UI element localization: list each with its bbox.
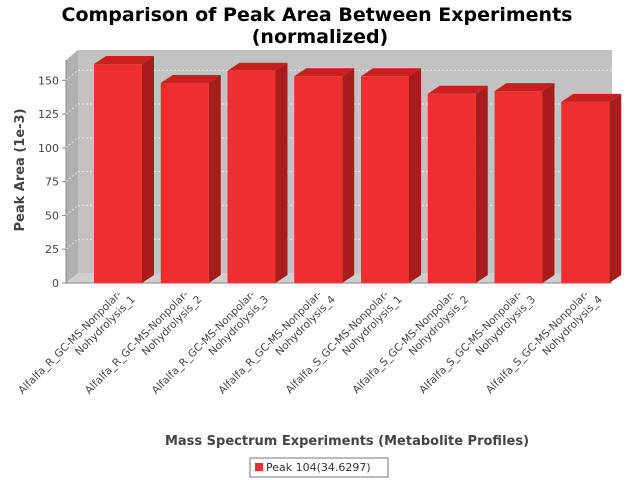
gridline-side [65,205,79,216]
gridline-side [65,171,79,183]
bar [94,64,142,284]
bar [494,91,543,284]
y-tick-label: 0 [52,277,59,290]
plot-area: 0 25 50 75 100 125 150 Alfalfa_R_GC-MS-Nonpolar… [16,50,622,405]
bar-top [494,83,555,92]
bar [294,76,343,283]
bar [561,101,610,283]
legend-box [249,457,389,478]
legend: Peak 104(34.6297) [249,457,389,478]
legend-label: Peak 104(34.6297) [266,461,371,474]
bar-side [342,68,355,283]
y-tick-label: 50 [45,209,59,222]
legend-swatch [255,463,263,471]
bar-top [561,93,622,102]
gridline-side [65,137,79,149]
bar-side [142,56,154,283]
bar-top [227,62,288,71]
y-axis-title: Peak Area (1e-3) [13,108,28,231]
x-axis-title: Mass Spectrum Experiments (Metabolite Pr… [165,434,529,449]
gridline-side [65,103,79,115]
y-tick-label: 25 [45,243,59,256]
bar-top [294,68,355,77]
bar [227,70,276,283]
bar [160,82,209,283]
bar-side [208,74,221,283]
bar [427,93,476,284]
bar-top [94,56,154,65]
y-tick-label: 75 [45,176,59,189]
bar-side [475,85,488,284]
bar-side [609,93,622,283]
y-tick-label: 150 [38,74,59,87]
y-tick-label: 100 [38,142,59,155]
bar-top [160,74,221,83]
bar-side [409,68,421,283]
bar-top [361,68,421,77]
bar-side [542,83,555,284]
bar-top [427,85,488,94]
gridline-side [65,69,79,81]
side-wall [66,50,78,283]
y-tick-label: 125 [38,108,59,121]
bar-side [275,62,288,284]
x-tick-label: Alfalfa_R_GC-MS-Nonpolar-Nohydrolysis_1 [16,284,137,405]
gridline-side [65,238,79,250]
bar [361,76,409,283]
chart-title-line2: (normalized) [252,26,389,48]
chart-title-line1: Comparison of Peak Area Between Experime… [62,4,573,26]
